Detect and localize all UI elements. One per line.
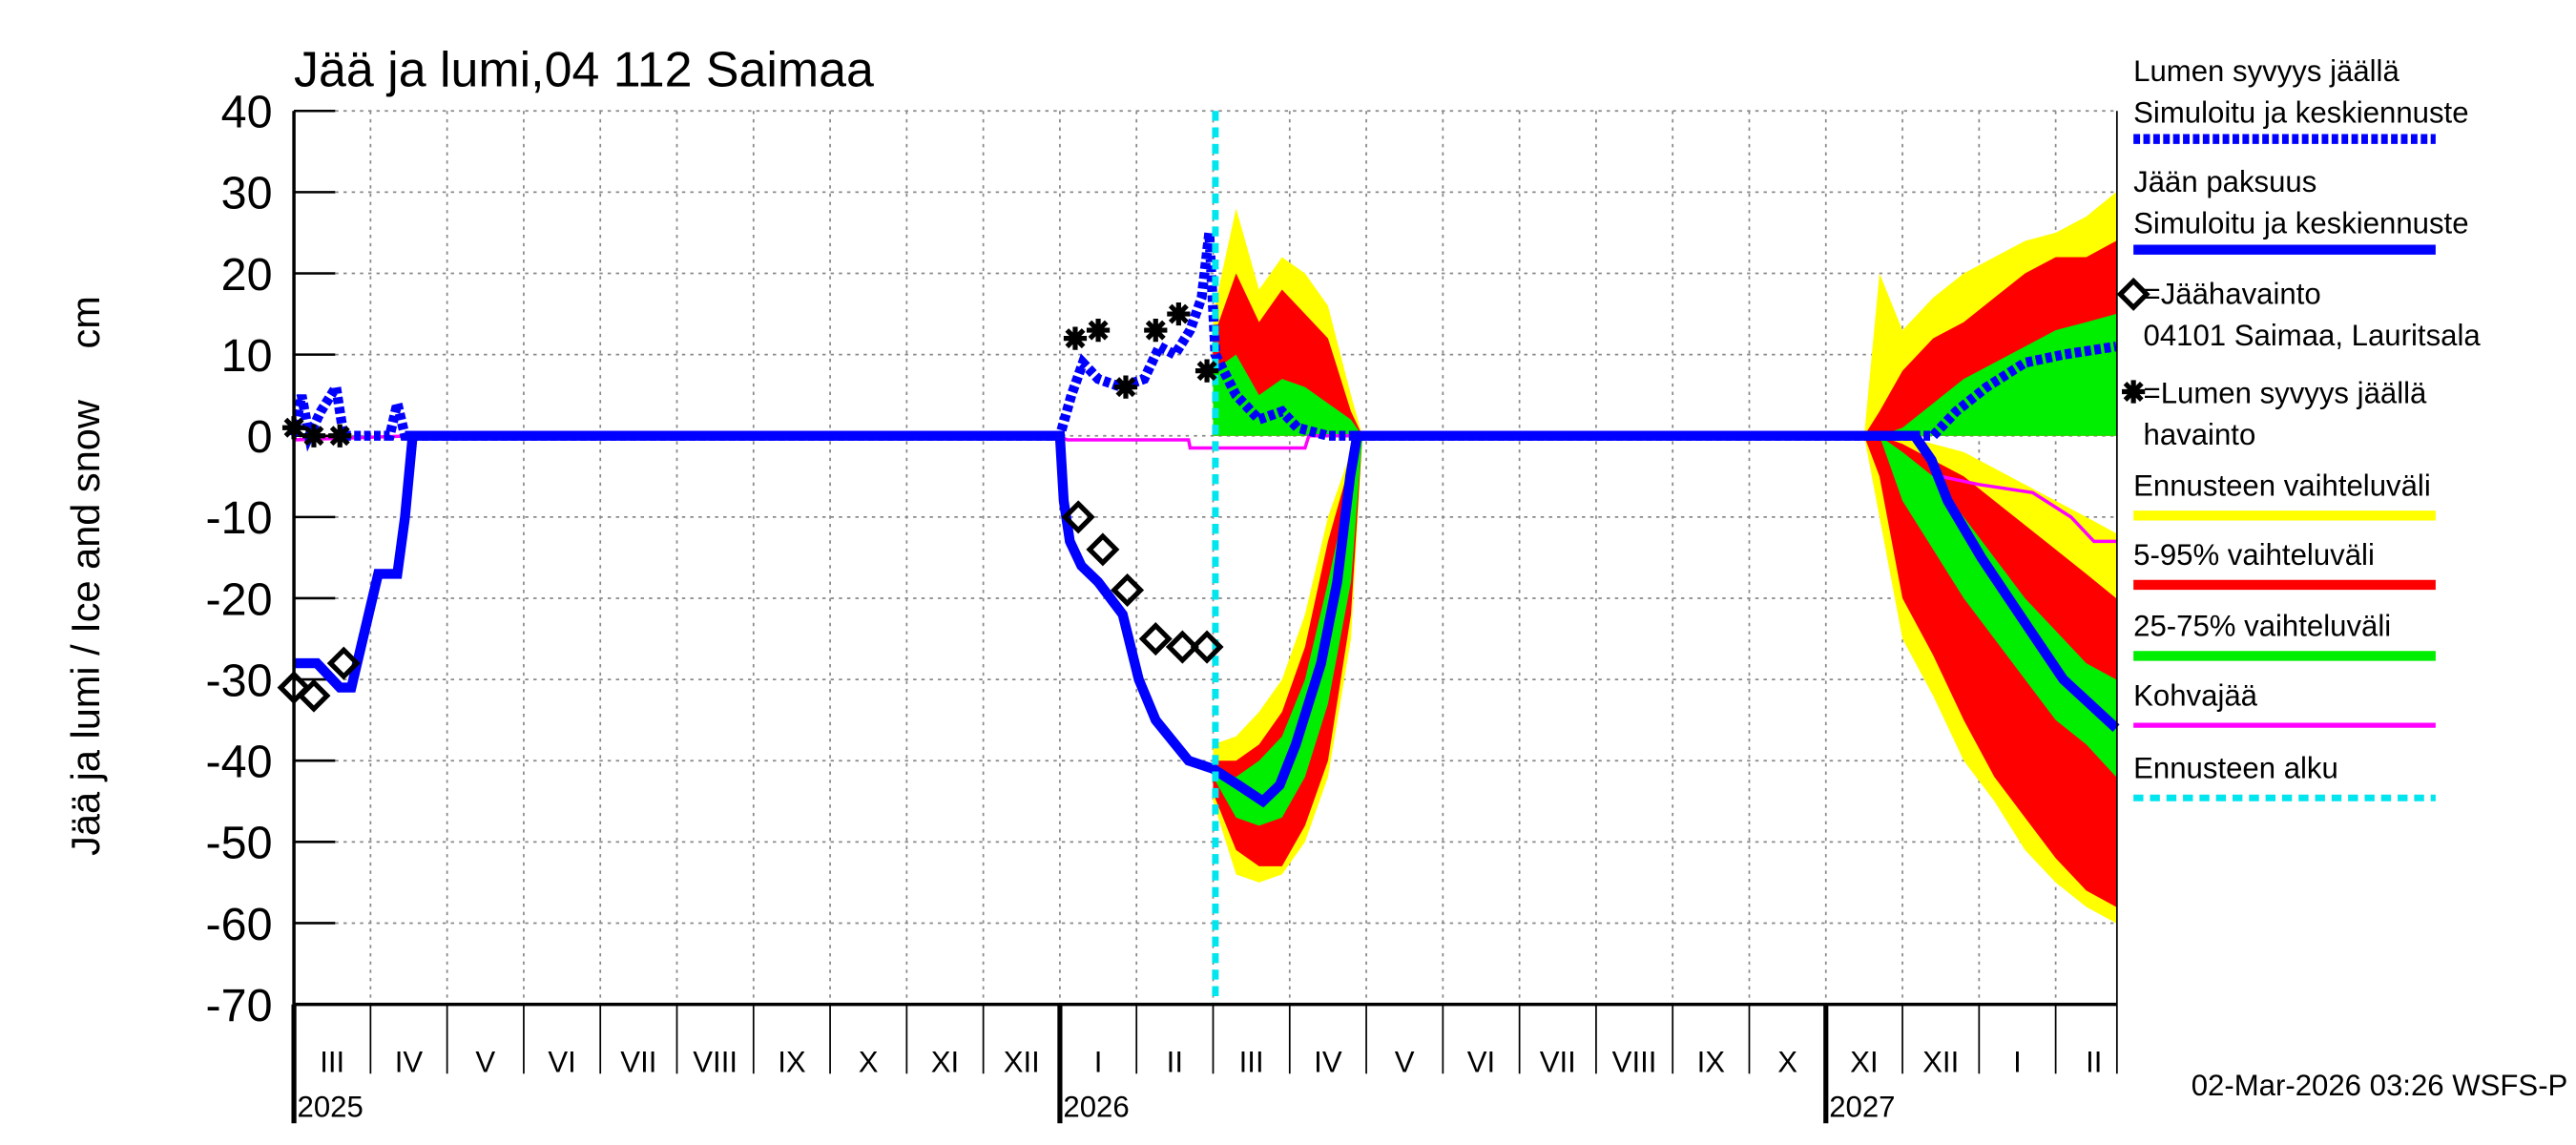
month-label: X bbox=[1777, 1046, 1797, 1079]
observation bbox=[1167, 302, 1191, 326]
band-area bbox=[1863, 435, 2117, 907]
month-label: VI bbox=[548, 1046, 575, 1079]
y-axis-unit: cm bbox=[63, 296, 108, 348]
chart-title: Jää ja lumi,04 112 Saimaa bbox=[294, 42, 874, 97]
year-label: 2026 bbox=[1063, 1090, 1129, 1123]
y-tick-label: -10 bbox=[206, 492, 273, 544]
legend-label: havainto bbox=[2144, 418, 2256, 451]
legend-label: 25-75% vaihteluväli bbox=[2133, 610, 2391, 643]
observation bbox=[1165, 630, 1199, 664]
legend-label: Simuloitu ja keskiennuste bbox=[2133, 95, 2468, 129]
observation bbox=[1113, 375, 1138, 399]
y-tick-label: -70 bbox=[206, 980, 273, 1031]
month-label: III bbox=[320, 1046, 344, 1079]
band-area bbox=[1213, 435, 1363, 866]
observation bbox=[1195, 359, 1219, 383]
month-label: IX bbox=[778, 1046, 806, 1079]
month-label: XI bbox=[931, 1046, 959, 1079]
month-label: II bbox=[2086, 1046, 2102, 1079]
observation bbox=[297, 678, 331, 713]
legend-label: 5-95% vaihteluväli bbox=[2133, 538, 2375, 572]
footer: 02-Mar-2026 03:26 WSFS-P bbox=[2192, 1069, 2568, 1102]
month-label: XI bbox=[1850, 1046, 1878, 1079]
observation bbox=[328, 424, 352, 448]
month-label: I bbox=[1094, 1046, 1103, 1079]
y-tick-label: -30 bbox=[206, 655, 273, 706]
month-label: X bbox=[859, 1046, 879, 1079]
legend-label: Jään paksuus bbox=[2133, 165, 2316, 198]
band-area bbox=[1863, 435, 2117, 778]
month-label: III bbox=[1239, 1046, 1264, 1079]
y-tick-label: 30 bbox=[221, 168, 273, 219]
observation bbox=[1144, 318, 1168, 343]
observation bbox=[1086, 532, 1120, 567]
band-area bbox=[1863, 314, 2117, 436]
y-tick-label: 10 bbox=[221, 330, 273, 382]
year-label: 2025 bbox=[298, 1090, 364, 1123]
legend-label: Kohvajää bbox=[2133, 678, 2258, 712]
observation bbox=[1190, 630, 1224, 664]
y-tick-label: -50 bbox=[206, 818, 273, 869]
y-tick-label: -20 bbox=[206, 573, 273, 625]
y-tick-label: -60 bbox=[206, 899, 273, 950]
series-line bbox=[288, 232, 2117, 452]
year-label: 2027 bbox=[1829, 1090, 1895, 1123]
observation bbox=[1138, 622, 1173, 656]
legend-label: Ennusteen alku bbox=[2133, 751, 2338, 784]
month-label: XII bbox=[1922, 1046, 1959, 1079]
month-label: VIII bbox=[693, 1046, 737, 1079]
month-label: V bbox=[475, 1046, 495, 1079]
observation bbox=[1111, 572, 1145, 607]
month-label: XII bbox=[1004, 1046, 1040, 1079]
legend-label: =Lumen syvyys jäällä bbox=[2144, 377, 2428, 410]
band-area bbox=[1213, 435, 1363, 826]
series-line bbox=[294, 430, 2120, 808]
month-label: IX bbox=[1697, 1046, 1726, 1079]
month-label: V bbox=[1395, 1046, 1415, 1079]
month-label: IV bbox=[1314, 1046, 1342, 1079]
y-tick-label: 20 bbox=[221, 249, 273, 301]
legend-marker bbox=[2116, 277, 2150, 311]
observation bbox=[1063, 326, 1088, 350]
observation bbox=[1086, 318, 1111, 343]
legend-label: 04101 Saimaa, Lauritsala bbox=[2144, 319, 2482, 352]
legend-marker bbox=[2122, 380, 2146, 404]
month-label: VII bbox=[1540, 1046, 1576, 1079]
month-label: IV bbox=[395, 1046, 424, 1079]
month-label: I bbox=[2013, 1046, 2022, 1079]
legend-label: =Jäähavainto bbox=[2144, 278, 2321, 311]
y-tick-label: 40 bbox=[221, 87, 273, 138]
series-line bbox=[294, 434, 2117, 544]
observation bbox=[326, 646, 361, 680]
month-label: II bbox=[1167, 1046, 1183, 1079]
observation bbox=[1061, 500, 1095, 534]
observation bbox=[301, 424, 326, 448]
month-label: VI bbox=[1467, 1046, 1495, 1079]
legend-label: Lumen syvyys jäällä bbox=[2133, 54, 2399, 88]
y-axis-label: Jää ja lumi / Ice and snow bbox=[63, 399, 108, 856]
y-tick-label: 0 bbox=[247, 411, 273, 463]
y-tick-label: -40 bbox=[206, 737, 273, 788]
month-label: VII bbox=[620, 1046, 656, 1079]
month-label: VIII bbox=[1612, 1046, 1657, 1079]
legend-label: Ennusteen vaihteluväli bbox=[2133, 469, 2431, 503]
legend-label: Simuloitu ja keskiennuste bbox=[2133, 206, 2468, 239]
